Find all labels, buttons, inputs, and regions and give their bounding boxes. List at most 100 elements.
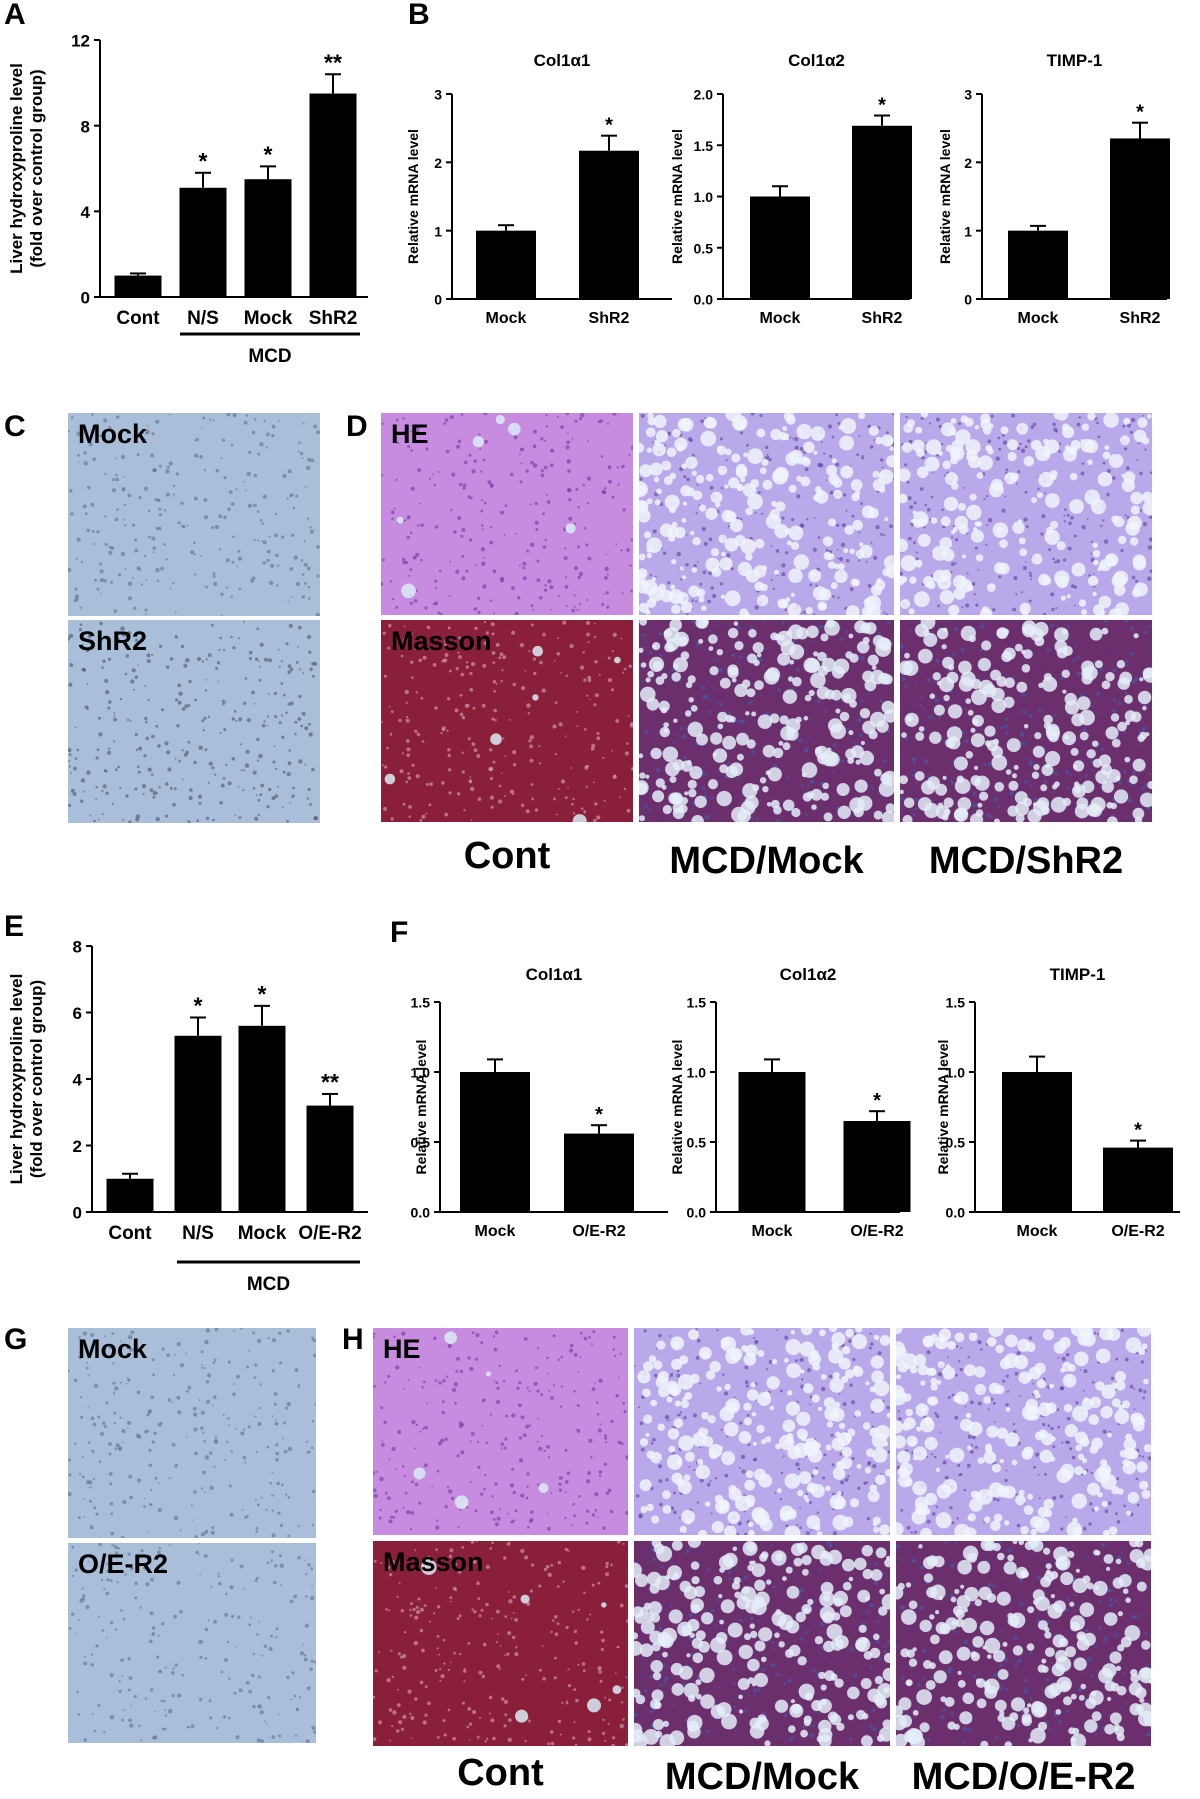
lipid-droplet bbox=[852, 1334, 867, 1349]
nucleus-dot bbox=[612, 650, 614, 652]
nucleus-dot bbox=[442, 1411, 445, 1414]
nucleus-dot bbox=[1067, 514, 1070, 517]
nucleus-dot bbox=[625, 1743, 628, 1746]
lipid-droplet bbox=[672, 429, 681, 438]
lipid-droplet bbox=[1099, 563, 1105, 569]
lipid-droplet bbox=[1032, 772, 1039, 779]
nucleus-dot bbox=[754, 1340, 758, 1344]
nucleus-dot bbox=[490, 600, 492, 602]
nucleus-dot bbox=[414, 1641, 418, 1645]
lipid-droplet bbox=[717, 712, 728, 723]
nucleus-dot bbox=[406, 753, 410, 757]
nucleus-dot bbox=[223, 649, 225, 651]
nucleus-dot bbox=[471, 1432, 475, 1436]
nucleus-dot bbox=[170, 588, 172, 590]
nucleus-dot bbox=[404, 1475, 406, 1477]
nucleus-dot bbox=[795, 1462, 799, 1466]
nucleus-dot bbox=[481, 562, 485, 566]
nucleus-dot bbox=[461, 555, 464, 558]
lipid-droplet bbox=[821, 633, 829, 641]
nucleus-dot bbox=[481, 499, 483, 501]
nucleus-dot bbox=[832, 436, 835, 439]
nucleus-dot bbox=[110, 581, 113, 584]
lipid-droplet bbox=[1083, 666, 1097, 680]
nucleus-dot bbox=[99, 562, 102, 565]
lipid-droplet bbox=[1019, 1490, 1025, 1496]
lipid-droplet bbox=[1080, 439, 1085, 444]
nucleus-dot bbox=[580, 666, 584, 670]
lipid-droplet bbox=[824, 620, 840, 636]
nucleus-dot bbox=[599, 1475, 601, 1477]
lipid-droplet bbox=[944, 497, 958, 511]
nucleus-dot bbox=[551, 1631, 553, 1633]
nucleus-dot bbox=[176, 472, 179, 475]
lipid-droplet bbox=[865, 1381, 869, 1385]
nucleus-dot bbox=[306, 466, 310, 470]
x-tick-label-e-2: Mock bbox=[238, 1223, 287, 1244]
nucleus-dot bbox=[178, 521, 181, 524]
nucleus-dot bbox=[625, 1511, 628, 1515]
lipid-droplet bbox=[833, 1467, 846, 1480]
nucleus-dot bbox=[648, 820, 651, 822]
lipid-droplet bbox=[1087, 749, 1096, 758]
nucleus-dot bbox=[205, 1628, 209, 1632]
lipid-droplet bbox=[825, 1486, 831, 1492]
nucleus-dot bbox=[452, 1737, 456, 1741]
lipid-droplet bbox=[1040, 1450, 1053, 1463]
nucleus-dot bbox=[165, 815, 168, 818]
nucleus-dot bbox=[640, 1422, 644, 1426]
nucleus-dot bbox=[209, 419, 211, 421]
nucleus-dot bbox=[257, 453, 260, 456]
nucleus-dot bbox=[176, 724, 179, 727]
lipid-droplet bbox=[1006, 769, 1012, 775]
lipid-droplet bbox=[754, 565, 767, 578]
nucleus-dot bbox=[205, 1455, 209, 1459]
nucleus-dot bbox=[554, 1676, 557, 1679]
nucleus-dot bbox=[92, 457, 96, 461]
lipid-droplet bbox=[1094, 1506, 1099, 1511]
nucleus-dot bbox=[1052, 1445, 1055, 1448]
nucleus-dot bbox=[156, 792, 158, 794]
nucleus-dot bbox=[243, 702, 246, 705]
lipid-droplet bbox=[1078, 1454, 1084, 1460]
nucleus-dot bbox=[1048, 548, 1051, 551]
nucleus-dot bbox=[174, 1663, 177, 1666]
nucleus-dot bbox=[583, 651, 585, 653]
lipid-droplet bbox=[747, 448, 763, 464]
nucleus-dot bbox=[271, 1559, 273, 1561]
nucleus-dot bbox=[165, 1667, 167, 1669]
nucleus-dot bbox=[527, 1486, 529, 1488]
nucleus-dot bbox=[314, 1404, 316, 1406]
lipid-droplet bbox=[982, 606, 989, 613]
nucleus-dot bbox=[437, 1736, 440, 1739]
lipid-droplet bbox=[643, 1361, 653, 1371]
nucleus-dot bbox=[93, 1506, 96, 1509]
nucleus-dot bbox=[447, 697, 450, 700]
nucleus-dot bbox=[113, 1545, 117, 1549]
lipid-droplet bbox=[817, 601, 827, 611]
nucleus-dot bbox=[527, 1526, 530, 1529]
lipid-droplet bbox=[754, 582, 764, 592]
nucleus-dot bbox=[960, 1473, 963, 1476]
nucleus-dot bbox=[237, 566, 239, 568]
nucleus-dot bbox=[731, 654, 735, 658]
lipid-droplet bbox=[791, 1330, 795, 1334]
nucleus-dot bbox=[928, 763, 930, 765]
nucleus-dot bbox=[228, 1678, 230, 1680]
lipid-droplet bbox=[942, 461, 951, 470]
lipid-droplet bbox=[946, 445, 953, 452]
nucleus-dot bbox=[472, 1710, 476, 1714]
nucleus-dot bbox=[1063, 558, 1066, 561]
nucleus-dot bbox=[697, 561, 699, 563]
nucleus-dot bbox=[307, 1563, 310, 1566]
nucleus-dot bbox=[246, 414, 249, 417]
nucleus-dot bbox=[697, 1501, 699, 1503]
nucleus-dot bbox=[283, 694, 286, 697]
lipid-droplet bbox=[1033, 746, 1045, 758]
nucleus-dot bbox=[181, 749, 183, 751]
nucleus-dot bbox=[290, 493, 294, 497]
nucleus-dot bbox=[210, 1486, 214, 1490]
nucleus-dot bbox=[140, 1739, 142, 1741]
nucleus-dot bbox=[551, 1492, 553, 1494]
nucleus-dot bbox=[1136, 1478, 1139, 1481]
